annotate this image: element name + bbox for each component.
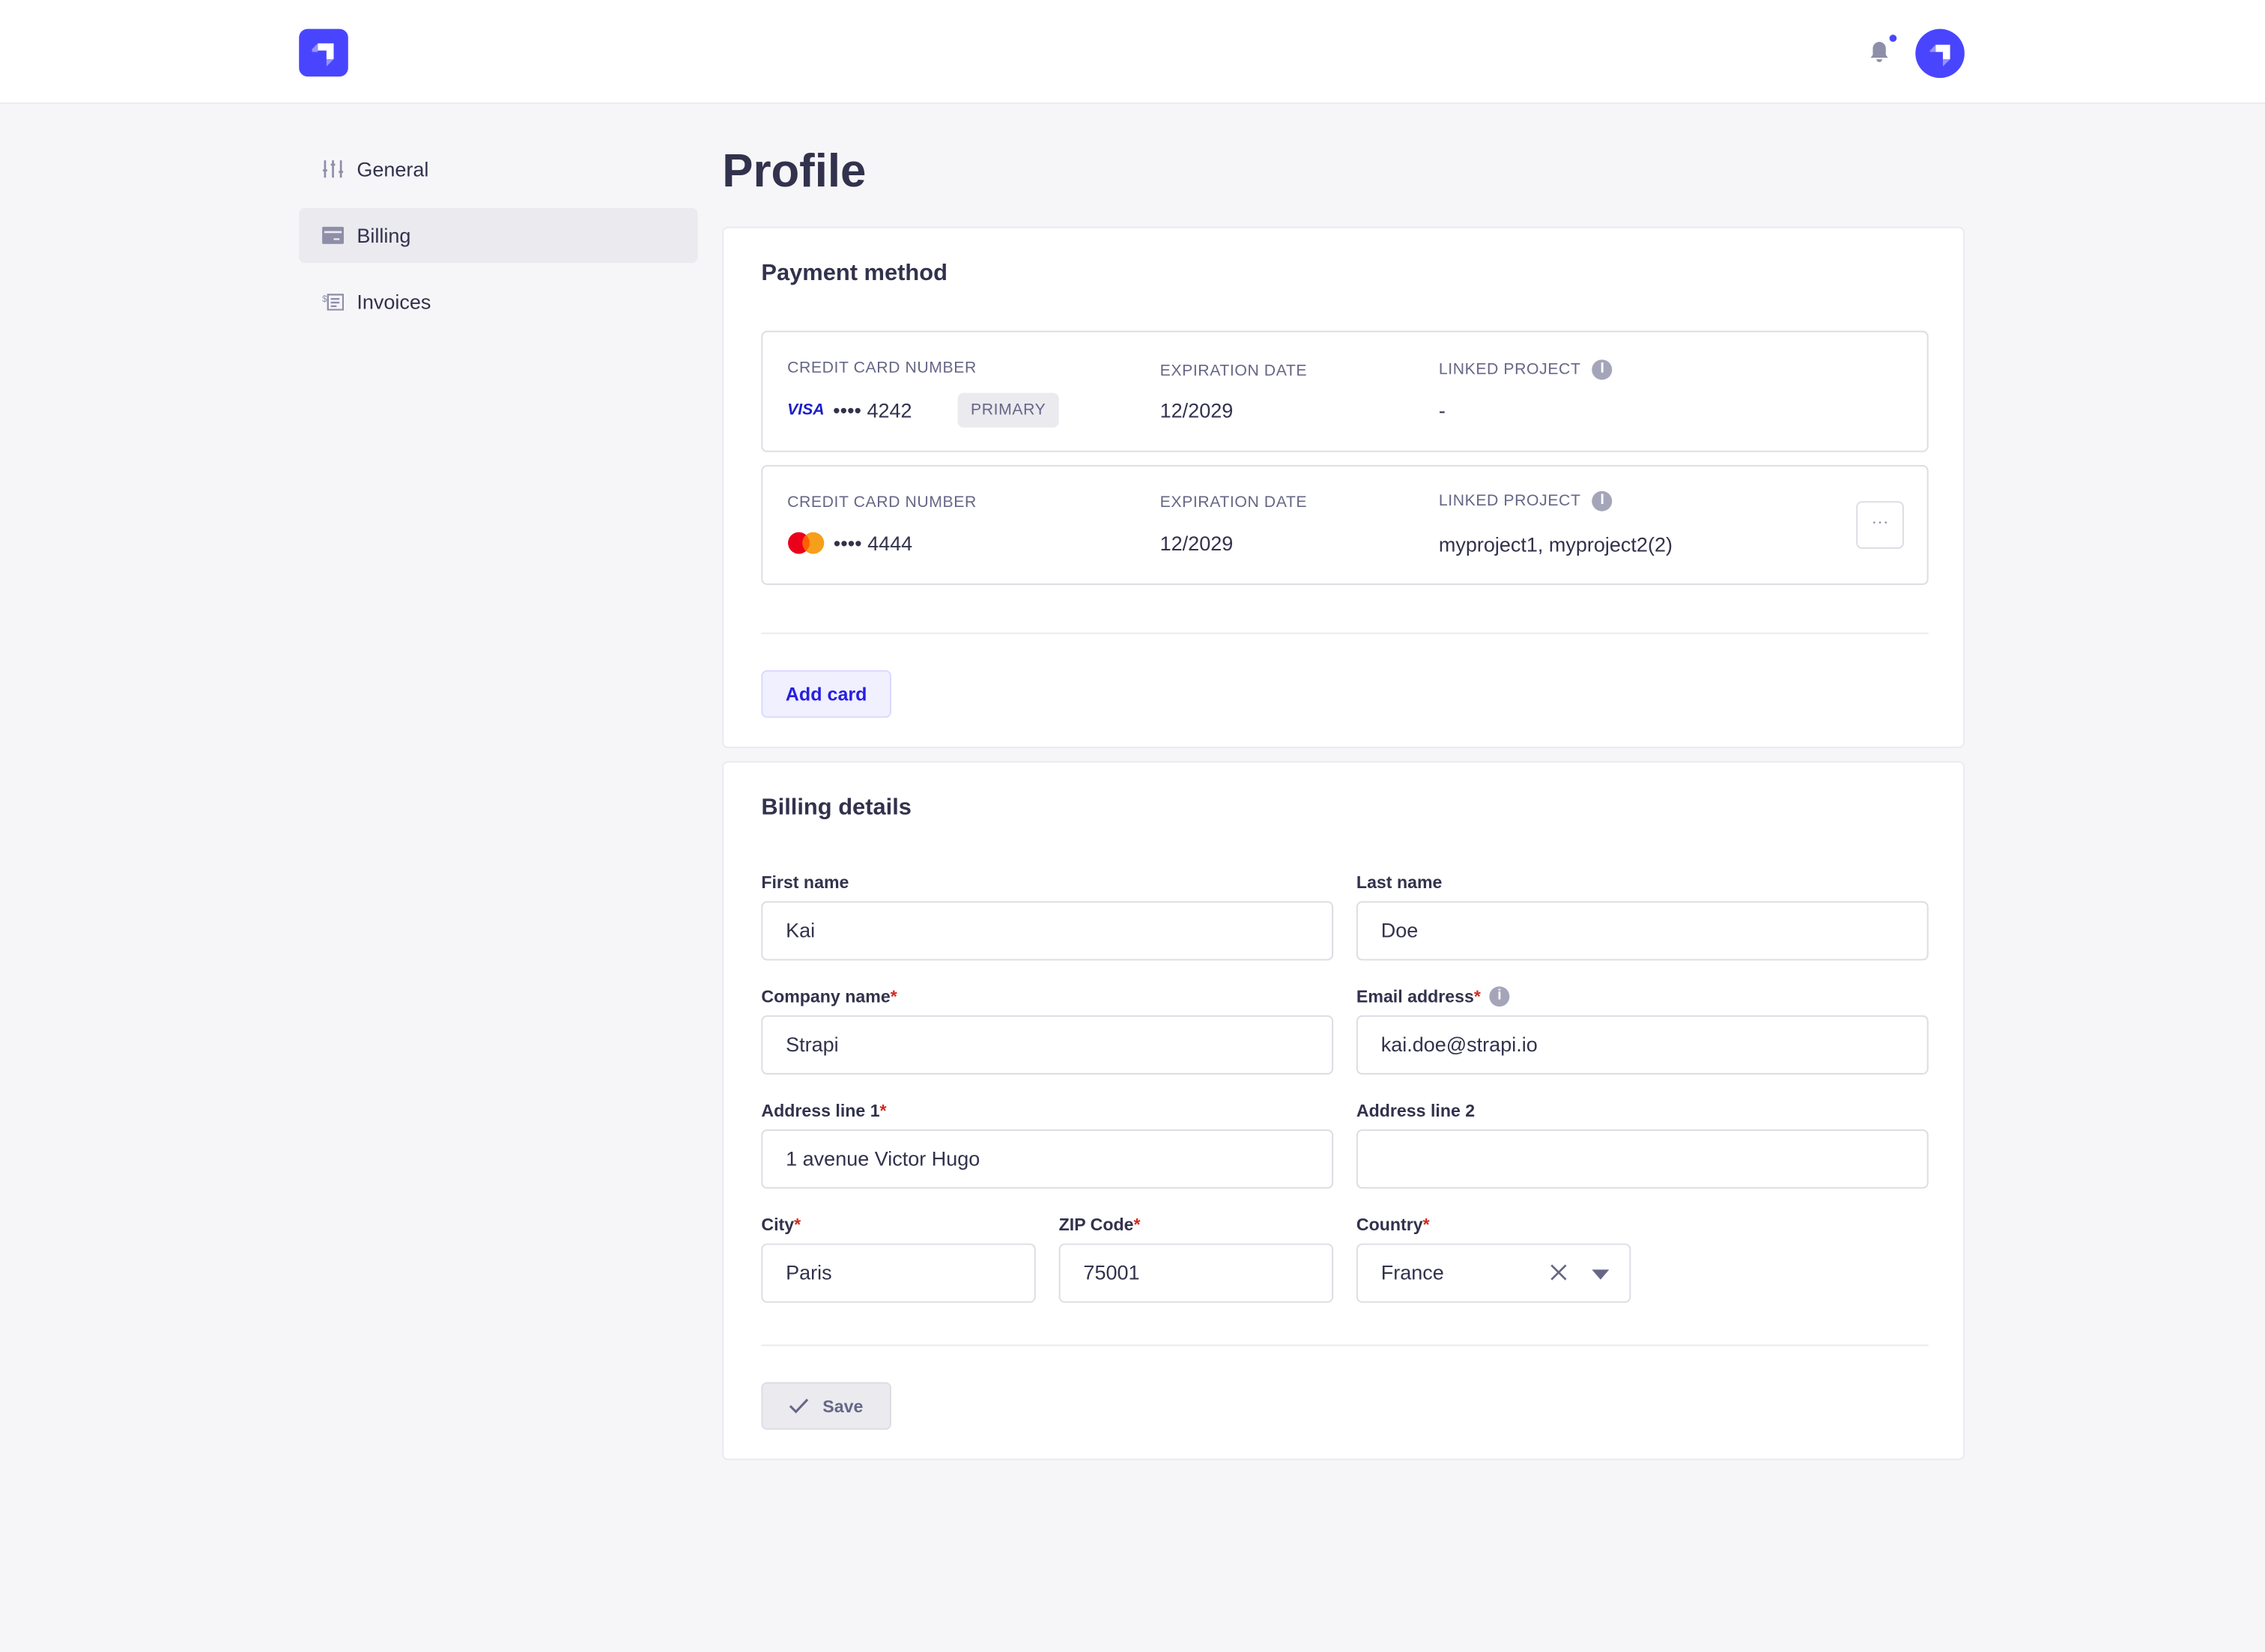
- card-row: Credit card number VISA •••• 4242 PRIMAR…: [761, 330, 1929, 452]
- save-button[interactable]: Save: [761, 1382, 891, 1430]
- sidebar-item-label: General: [357, 157, 429, 181]
- card-row: Credit card number •••• 4444 Expiration …: [761, 464, 1929, 586]
- required-mark: *: [1473, 986, 1481, 1007]
- credit-card-icon: [322, 226, 344, 244]
- linked-project-label: Linked project: [1438, 492, 1581, 510]
- clear-icon[interactable]: [1550, 1263, 1567, 1281]
- info-icon[interactable]: i: [1489, 986, 1510, 1006]
- top-bar: [0, 0, 2265, 104]
- city-label: City: [761, 1214, 795, 1235]
- card-number: •••• 4242: [833, 398, 912, 422]
- card-number-label: Credit card number: [787, 494, 977, 511]
- card-number: •••• 4444: [833, 531, 913, 555]
- sliders-icon: [323, 160, 344, 178]
- save-label: Save: [822, 1395, 864, 1416]
- check-icon: [789, 1398, 810, 1414]
- sidebar-item-billing[interactable]: Billing: [299, 207, 698, 263]
- section-title: Payment method: [761, 261, 947, 286]
- last-name-input[interactable]: Doe: [1356, 901, 1929, 961]
- country-value: France: [1380, 1260, 1444, 1284]
- add-card-button[interactable]: Add card: [761, 669, 891, 718]
- linked-project: myproject1, myproject2(2): [1438, 532, 1673, 556]
- mastercard-icon: [788, 532, 825, 554]
- expiration-label: Expiration date: [1159, 362, 1308, 380]
- first-name-label: First name: [761, 872, 849, 893]
- divider: [761, 632, 1929, 634]
- more-actions-button[interactable]: ···: [1856, 501, 1904, 549]
- sidebar-item-label: Invoices: [357, 290, 431, 314]
- info-icon[interactable]: i: [1592, 359, 1613, 380]
- required-mark: *: [890, 986, 897, 1007]
- last-name-label: Last name: [1356, 872, 1443, 893]
- required-mark: *: [879, 1100, 887, 1121]
- svg-text:$: $: [322, 295, 327, 304]
- expiration-date: 12/2029: [1159, 531, 1234, 555]
- email-input[interactable]: kai.doe@strapi.io: [1356, 1015, 1929, 1075]
- chevron-down-icon[interactable]: [1592, 1269, 1610, 1280]
- notification-dot: [1889, 34, 1897, 42]
- section-title: Billing details: [761, 795, 912, 821]
- company-name-label: Company name: [761, 986, 891, 1007]
- company-name-input[interactable]: Strapi: [761, 1015, 1334, 1075]
- address-line-2-input[interactable]: [1356, 1129, 1929, 1189]
- primary-badge: PRIMARY: [957, 392, 1059, 428]
- visa-icon: VISA: [787, 401, 825, 419]
- address-line-2-label: Address line 2: [1356, 1100, 1476, 1121]
- divider: [761, 1344, 1929, 1346]
- zip-code-input[interactable]: 75001: [1058, 1243, 1334, 1303]
- billing-details-panel: Billing details First name Kai Last name…: [722, 761, 1965, 1460]
- required-mark: *: [1422, 1214, 1430, 1235]
- first-name-input[interactable]: Kai: [761, 901, 1334, 961]
- country-label: Country: [1356, 1214, 1423, 1235]
- email-label: Email address: [1356, 986, 1474, 1007]
- bell-icon[interactable]: [1870, 40, 1890, 64]
- sidebar-item-general[interactable]: General: [299, 142, 697, 196]
- card-number-label: Credit card number: [787, 359, 977, 377]
- page-title: Profile: [722, 144, 867, 197]
- required-mark: *: [794, 1214, 801, 1235]
- linked-project: -: [1438, 398, 1446, 422]
- linked-project-label: Linked project: [1438, 360, 1581, 379]
- info-icon[interactable]: i: [1592, 491, 1613, 511]
- sidebar-item-invoices[interactable]: $ Invoices: [299, 274, 697, 329]
- sidebar-item-label: Billing: [357, 223, 411, 247]
- address-line-1-label: Address line 1: [761, 1100, 880, 1121]
- zip-code-label: ZIP Code: [1058, 1214, 1134, 1235]
- user-avatar[interactable]: [1915, 28, 1965, 79]
- country-select[interactable]: France: [1356, 1243, 1631, 1303]
- invoice-icon: $: [322, 294, 344, 311]
- required-mark: *: [1133, 1214, 1141, 1235]
- sidebar: General Billing $ Invoices: [299, 142, 698, 341]
- expiration-date: 12/2029: [1159, 398, 1234, 422]
- city-input[interactable]: Paris: [761, 1243, 1036, 1303]
- payment-method-panel: Payment method Credit card number VISA •…: [722, 226, 1965, 748]
- strapi-logo[interactable]: [299, 28, 348, 77]
- expiration-label: Expiration date: [1159, 494, 1308, 511]
- address-line-1-input[interactable]: 1 avenue Victor Hugo: [761, 1129, 1334, 1189]
